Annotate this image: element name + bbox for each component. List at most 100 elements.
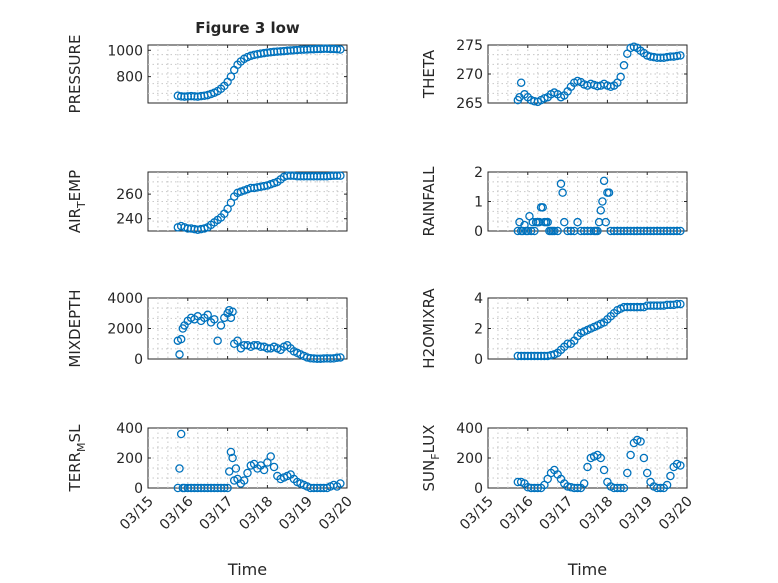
data-point bbox=[175, 464, 184, 473]
data-point bbox=[616, 483, 625, 493]
data-point bbox=[604, 188, 614, 197]
data-point bbox=[203, 310, 212, 320]
y-tick-label: 240 bbox=[116, 212, 143, 228]
data-point bbox=[573, 217, 582, 227]
data-point bbox=[533, 483, 543, 493]
data-point bbox=[642, 468, 652, 478]
y-axis-label: SUNFLUX bbox=[420, 425, 442, 492]
data-point bbox=[676, 461, 685, 470]
data-point bbox=[623, 468, 632, 478]
x-tick-label: 03/15 bbox=[117, 494, 157, 534]
x-tick-label: 03/20 bbox=[656, 494, 696, 534]
y-tick-label: 400 bbox=[116, 421, 143, 437]
series-points bbox=[513, 176, 685, 236]
data-point bbox=[336, 479, 345, 488]
y-tick-label: 200 bbox=[456, 451, 483, 467]
data-point bbox=[176, 334, 186, 344]
subplot-air_temp: 240 260 AIRTEMP bbox=[66, 170, 348, 235]
data-point bbox=[231, 464, 241, 473]
data-point bbox=[553, 226, 562, 236]
data-point bbox=[573, 483, 582, 493]
y-tick-label: 400 bbox=[456, 421, 483, 437]
data-point bbox=[676, 226, 685, 236]
data-point bbox=[619, 483, 629, 493]
data-point bbox=[269, 462, 279, 472]
data-point bbox=[639, 453, 649, 463]
x-tick-label: 03/19 bbox=[616, 494, 656, 534]
data-point bbox=[518, 226, 528, 236]
x-tick-label: 03/15 bbox=[457, 494, 497, 534]
grid bbox=[148, 45, 347, 103]
data-point bbox=[676, 51, 685, 60]
y-axis-label: THETA bbox=[420, 49, 438, 99]
data-point bbox=[601, 217, 610, 227]
data-point bbox=[579, 479, 589, 488]
subplot-h2omixra: 0 2 4 H2OMIXRA bbox=[420, 288, 688, 369]
data-point bbox=[563, 339, 572, 348]
data-point bbox=[596, 453, 606, 463]
x-tick-label: 03/16 bbox=[497, 493, 537, 533]
data-point bbox=[556, 179, 566, 189]
data-point bbox=[666, 471, 675, 481]
data-point bbox=[336, 171, 345, 180]
data-point bbox=[175, 350, 184, 359]
subplot-sun_flux: 03/15 03/16 03/17 03/18 03/19 03/20 0 200 400 SUN… bbox=[420, 421, 696, 579]
data-point bbox=[332, 171, 342, 180]
data-point bbox=[226, 447, 236, 457]
data-point bbox=[210, 315, 219, 324]
y-axis-label-main: PRESSURE bbox=[66, 35, 84, 114]
y-tick-label: 200 bbox=[116, 451, 143, 467]
x-axis-label: Time bbox=[227, 560, 267, 579]
series-points bbox=[513, 299, 685, 361]
y-tick-label: 0 bbox=[474, 481, 483, 497]
x-axis-label: Time bbox=[567, 560, 607, 579]
y-tick-label: 2 bbox=[474, 165, 483, 181]
x-tick-label: 03/19 bbox=[276, 494, 316, 534]
data-point bbox=[233, 336, 242, 345]
y-axis-label-main: TERR bbox=[66, 452, 84, 493]
y-tick-label: 260 bbox=[116, 187, 143, 203]
data-point bbox=[596, 206, 606, 215]
data-point bbox=[672, 226, 682, 236]
y-axis-label: RAINFALL bbox=[420, 166, 438, 237]
chart-title: Figure 3 low bbox=[195, 19, 300, 37]
y-axis-label-tail: EMP bbox=[66, 170, 84, 201]
y-axis-label: H2OMIXRA bbox=[420, 288, 438, 369]
data-point bbox=[619, 61, 629, 70]
data-point bbox=[672, 299, 682, 309]
y-tick-label: 0 bbox=[134, 352, 143, 368]
y-axis-label: PRESSURE bbox=[66, 35, 84, 114]
data-point bbox=[223, 483, 232, 493]
y-tick-label: 1 bbox=[474, 195, 483, 211]
y-axis-label-tail: LUX bbox=[420, 425, 438, 454]
y-tick-label: 2000 bbox=[107, 322, 143, 338]
data-point bbox=[336, 353, 345, 362]
subplot-mixdepth: 0 2000 4000 MIXDEPTH bbox=[66, 289, 348, 368]
data-point bbox=[676, 299, 685, 309]
data-point bbox=[636, 437, 645, 446]
y-axis-label: AIRTEMP bbox=[66, 170, 88, 233]
data-point bbox=[243, 468, 252, 478]
y-axis-label-main: AIR bbox=[66, 208, 84, 233]
x-tick-label: 03/18 bbox=[576, 494, 616, 534]
data-point bbox=[626, 450, 635, 460]
y-axis-label-main: SUN bbox=[420, 460, 438, 492]
data-point bbox=[656, 483, 665, 493]
y-tick-label: 265 bbox=[456, 96, 483, 112]
data-point bbox=[599, 176, 609, 186]
data-point bbox=[526, 226, 536, 236]
data-point bbox=[560, 217, 569, 227]
y-tick-label: 0 bbox=[474, 224, 483, 240]
x-tick-label: 03/20 bbox=[316, 494, 356, 534]
data-point bbox=[336, 45, 345, 54]
y-axis-label: MIXDEPTH bbox=[66, 289, 84, 367]
y-tick-label: 4 bbox=[474, 291, 483, 307]
y-axis-label-subscript: T bbox=[75, 201, 88, 209]
y-axis-label: TERRMSL bbox=[66, 424, 88, 493]
y-axis-label-main: MIXDEPTH bbox=[66, 289, 84, 367]
data-point bbox=[176, 429, 186, 439]
y-axis-label-subscript: F bbox=[429, 453, 442, 459]
series-points bbox=[513, 42, 685, 107]
y-tick-label: 2 bbox=[474, 322, 483, 338]
